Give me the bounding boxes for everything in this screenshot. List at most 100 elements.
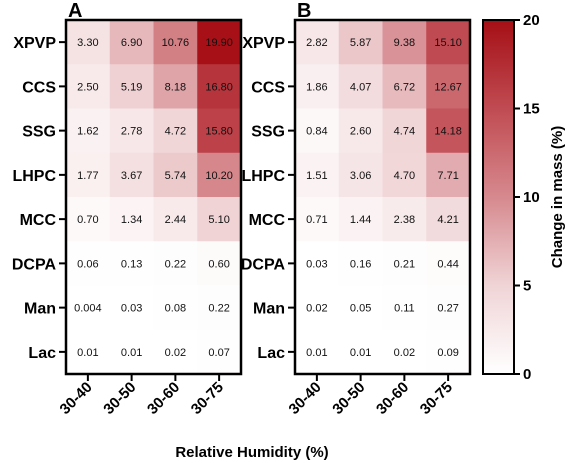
cell-value-label: 0.21 xyxy=(394,258,415,270)
heatmap-cell xyxy=(338,329,383,375)
heatmap-cell xyxy=(295,197,340,242)
cell-value-label: 0.004 xyxy=(74,303,102,315)
row-label: SSG xyxy=(251,124,285,141)
heatmap-cell xyxy=(295,329,340,375)
heatmap-cell xyxy=(197,197,242,242)
cell-value-label: 10.20 xyxy=(205,170,233,182)
heatmap-cell xyxy=(295,64,340,109)
cell-value-label: 0.01 xyxy=(350,347,371,359)
cell-value-label: 0.44 xyxy=(437,258,458,270)
heatmap-cell xyxy=(338,285,383,331)
cell-value-label: 1.34 xyxy=(121,214,142,226)
cell-value-label: 10.76 xyxy=(162,37,190,49)
heatmap-cell xyxy=(295,285,340,331)
cell-value-label: 2.44 xyxy=(165,214,186,226)
colorbar-label: Change in mass (%) xyxy=(549,126,566,269)
heatmap-cell xyxy=(66,329,111,375)
cell-value-label: 0.16 xyxy=(350,258,371,270)
panel-letter: B xyxy=(297,0,311,22)
cell-value-label: 6.72 xyxy=(394,81,415,93)
cell-value-label: 0.02 xyxy=(306,303,327,315)
panel-frame xyxy=(64,18,243,376)
heatmap-cell xyxy=(109,152,154,198)
cell-value-label: 0.02 xyxy=(394,347,415,359)
colorbar-tick-label: 0 xyxy=(523,366,531,383)
panel-frame xyxy=(293,18,472,376)
heatmap-cell xyxy=(153,152,198,198)
colorbar-tick-label: 15 xyxy=(523,101,540,118)
heatmap-cell xyxy=(382,241,427,286)
row-label: DCPA xyxy=(12,256,57,273)
cell-value-label: 2.60 xyxy=(350,126,371,138)
cell-value-label: 1.77 xyxy=(77,170,98,182)
cell-value-label: 6.90 xyxy=(121,37,142,49)
cell-value-label: 5.19 xyxy=(121,81,142,93)
x-axis-title: Relative Humidity (%) xyxy=(175,444,328,461)
colorbar-tick-label: 5 xyxy=(523,278,531,295)
row-label: DCPA xyxy=(241,256,286,273)
heatmap-cell xyxy=(426,197,471,242)
cell-value-label: 0.01 xyxy=(77,347,98,359)
cell-value-label: 0.11 xyxy=(394,303,415,315)
row-label: Lac xyxy=(28,345,56,362)
heatmap-cell xyxy=(153,20,198,65)
cell-value-label: 0.84 xyxy=(306,126,327,138)
row-label: MCC xyxy=(20,212,57,229)
heatmap-cell xyxy=(197,241,242,286)
cell-value-label: 4.21 xyxy=(437,214,458,226)
panel-letter: A xyxy=(68,0,82,22)
heatmap-cell xyxy=(426,152,471,198)
cell-value-label: 15.80 xyxy=(205,126,233,138)
heatmap-panels: 3.30 6.90 10.76 19.90 2.50 5.19 8.18 16.80 1.62 2… xyxy=(12,0,472,418)
heatmap-panel-a: 3.30 6.90 10.76 19.90 2.50 5.19 8.18 16.80 1.62 2… xyxy=(12,0,243,418)
row-label: XPVP xyxy=(13,35,56,52)
heatmap-cell xyxy=(153,285,198,331)
column-label: 30-75 xyxy=(188,379,227,418)
heatmap-cell xyxy=(153,108,198,154)
heatmap-cell xyxy=(338,197,383,242)
heatmap-cell xyxy=(153,241,198,286)
cell-value-label: 3.06 xyxy=(350,170,371,182)
row-label: Lac xyxy=(257,345,285,362)
heatmap-cell xyxy=(382,285,427,331)
cell-value-label: 2.50 xyxy=(77,81,98,93)
cell-value-label: 0.02 xyxy=(165,347,186,359)
heatmap-cell xyxy=(66,197,111,242)
row-label: SSG xyxy=(22,124,56,141)
column-label: 30-40 xyxy=(57,379,96,418)
heatmap-cell xyxy=(382,64,427,109)
heatmap-cell xyxy=(295,108,340,154)
row-label: MCC xyxy=(249,212,286,229)
heatmap-cell xyxy=(109,64,154,109)
cell-value-label: 0.07 xyxy=(208,347,229,359)
column-label: 30-50 xyxy=(100,379,139,418)
column-label: 30-60 xyxy=(373,379,412,418)
colorbar-ticks: 0 5 10 15 20 xyxy=(514,12,540,383)
row-label: XPVP xyxy=(242,35,285,52)
cell-value-label: 0.03 xyxy=(306,258,327,270)
cell-value-label: 2.38 xyxy=(394,214,415,226)
heatmap-cell xyxy=(382,197,427,242)
heatmap-cell xyxy=(109,285,154,331)
heatmap-cell xyxy=(197,285,242,331)
cell-value-label: 0.27 xyxy=(437,303,458,315)
column-label: 30-75 xyxy=(417,379,456,418)
heatmap-cell xyxy=(338,20,383,65)
cell-value-label: 9.38 xyxy=(394,37,415,49)
cell-value-label: 12.67 xyxy=(434,81,462,93)
heatmap-cell xyxy=(382,108,427,154)
heatmap-cell xyxy=(197,108,242,154)
colorbar-tick-label: 20 xyxy=(523,12,540,29)
heatmap-cell xyxy=(426,285,471,331)
heatmap-cell xyxy=(426,108,471,154)
heatmap-cell xyxy=(382,20,427,65)
heatmap-cell xyxy=(197,64,242,109)
heatmap-cell xyxy=(109,329,154,375)
heatmap-cell xyxy=(197,20,242,65)
cell-value-label: 4.07 xyxy=(350,81,371,93)
colorbar-tick-label: 10 xyxy=(523,189,540,206)
cell-value-label: 3.67 xyxy=(121,170,142,182)
row-label: LHPC xyxy=(12,168,56,185)
cell-value-label: 0.05 xyxy=(350,303,371,315)
